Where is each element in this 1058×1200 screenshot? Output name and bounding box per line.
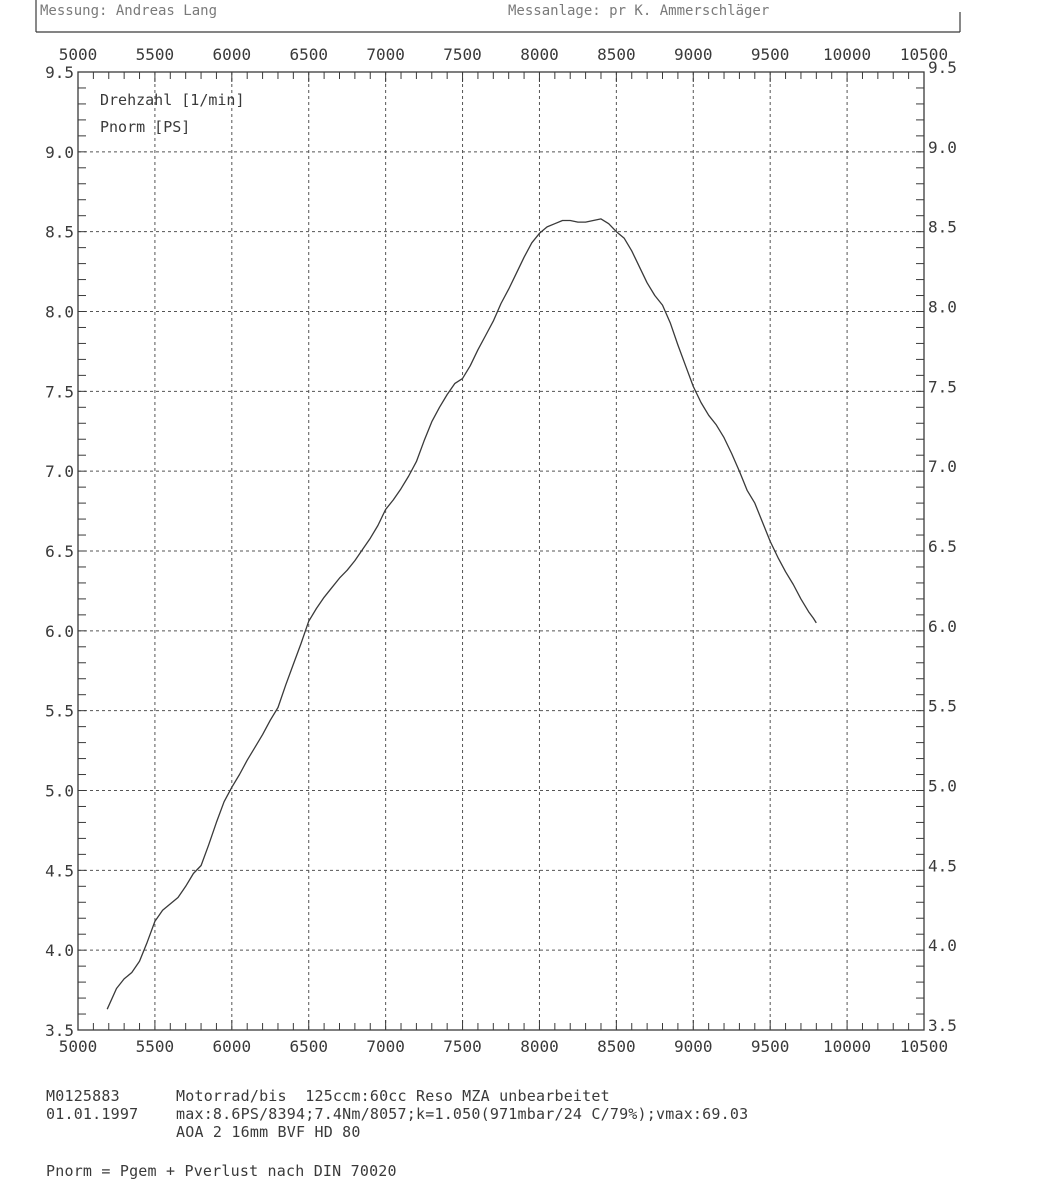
grid [78,72,924,1030]
header-left-text: Messung: Andreas Lang [40,3,217,19]
x-tick-label-top: 10500 [900,45,948,64]
x-tick-label-top: 9000 [674,45,713,64]
y-tick-label-right: 6.0 [928,617,957,636]
y-tick-label-left: 4.0 [45,941,74,960]
x-tick-label-bottom: 10500 [900,1037,948,1056]
max-values: max:8.6PS/8394;7.4Nm/8057;k=1.050(971mba… [176,1105,749,1123]
y-tick-label-right: 9.0 [928,138,957,157]
x-axis-bottom-labels: 5000 5500 6000 6500 7000 7500 8000 8500 9000 9500… [59,1037,948,1056]
carburetor-setup: AOA 2 16mm BVF HD 80 [176,1123,361,1141]
y-tick-label-right: 3.5 [928,1016,957,1035]
y-axis-left-labels: 3.5 4.0 4.5 5.0 5.5 6.0 6.5 7.0 7.5 8.0 8.5 9.0 9.5 [45,63,74,1040]
chart-legend: Drehzahl [1/min] Pnorm [PS] [100,91,245,136]
y-tick-label-right: 6.5 [928,537,957,556]
x-tick-label-top: 7500 [443,45,482,64]
x-tick-label-top: 8500 [597,45,636,64]
x-tick-label-top: 6500 [289,45,328,64]
x-tick-label-top: 9500 [751,45,790,64]
y-tick-label-right: 4.5 [928,856,957,875]
y-tick-label-right: 8.0 [928,298,957,317]
x-tick-label-bottom: 8000 [520,1037,559,1056]
legend-entry-drehzahl: Drehzahl [1/min] [100,91,245,109]
y-tick-label-left: 5.5 [45,702,74,721]
header-right-text: Messanlage: pr K. Ammerschläger [508,3,769,19]
vehicle-description: Motorrad/bis 125ccm:60cc Reso MZA unbear… [176,1087,610,1105]
norm-footer: Pnorm = Pgem + Pverlust nach DIN 70020 [46,1162,397,1180]
y-tick-label-left: 5.0 [45,782,74,801]
series-line-pnorm [106,218,817,1010]
x-tick-label-bottom: 5500 [136,1037,175,1056]
x-tick-label-bottom: 8500 [597,1037,636,1056]
x-axis-top-labels: 5000 5500 6000 6500 7000 7500 8000 8500 9000 9500… [59,45,948,64]
y-tick-label-left: 9.5 [45,63,74,82]
x-tick-label-bottom: 5000 [59,1037,98,1056]
legend-entry-pnorm: Pnorm [PS] [100,118,190,136]
x-tick-label-top: 8000 [520,45,559,64]
y-tick-label-right: 5.0 [928,777,957,796]
x-tick-label-top: 6000 [213,45,252,64]
x-tick-label-bottom: 9500 [751,1037,790,1056]
x-tick-label-bottom: 7500 [443,1037,482,1056]
x-tick-label-top: 7000 [366,45,405,64]
y-tick-label-left: 8.0 [45,303,74,322]
header-frame: Messung: Andreas Lang Messanlage: pr K. … [35,0,961,33]
x-tick-label-top: 10000 [823,45,871,64]
y-tick-label-left: 8.5 [45,223,74,242]
x-tick-label-bottom: 10000 [823,1037,871,1056]
y-tick-label-right: 9.5 [928,58,957,77]
y-tick-label-left: 3.5 [45,1021,74,1040]
y-tick-label-right: 5.5 [928,697,957,716]
y-tick-label-left: 7.5 [45,382,74,401]
x-tick-label-bottom: 6000 [213,1037,252,1056]
x-tick-label-bottom: 9000 [674,1037,713,1056]
y-tick-label-left: 6.5 [45,542,74,561]
measurement-id: M0125883 [46,1087,120,1105]
y-tick-label-left: 9.0 [45,143,74,162]
measurement-date: 01.01.1997 [46,1105,139,1123]
x-tick-label-top: 5500 [136,45,175,64]
x-tick-label-top: 5000 [59,45,98,64]
plot-frame [77,71,925,1031]
y-axis-right-labels: 3.5 4.0 4.5 5.0 5.5 6.0 6.5 7.0 7.5 8.0 8.5 9.0 9.5 [928,58,957,1035]
y-tick-label-left: 6.0 [45,622,74,641]
x-tick-label-bottom: 6500 [289,1037,328,1056]
y-tick-label-left: 7.0 [45,462,74,481]
y-tick-label-right: 4.0 [928,936,957,955]
y-tick-label-left: 4.5 [45,861,74,880]
x-tick-label-bottom: 7000 [366,1037,405,1056]
y-tick-label-right: 7.5 [928,377,957,396]
axis-ticks [77,71,925,1031]
y-tick-label-right: 8.5 [928,218,957,237]
y-tick-label-right: 7.0 [928,457,957,476]
